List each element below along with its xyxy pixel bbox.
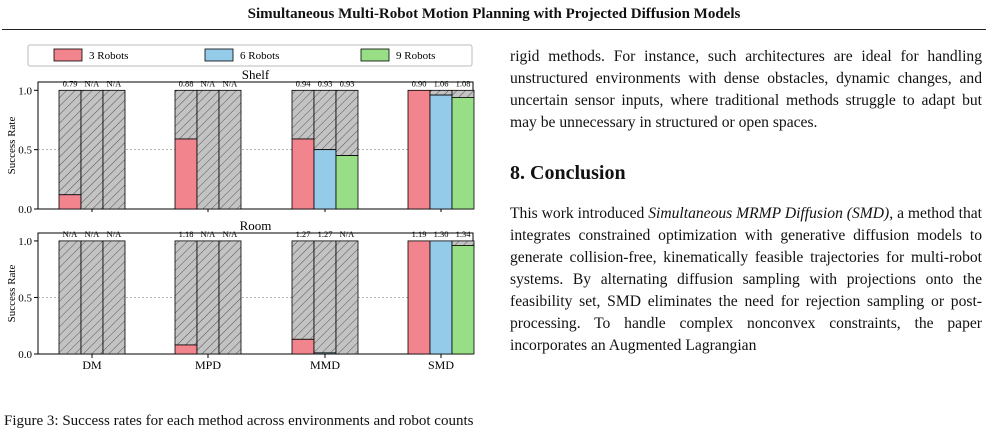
conclusion-rest: , a method that integrates constrained o… (510, 205, 982, 354)
bar-annotation: N/A (201, 78, 217, 88)
bar-remainder (58, 89, 82, 196)
bar-annotation: 1.27 (296, 229, 311, 239)
bar-remainder (218, 89, 242, 210)
bar-remainder (291, 89, 315, 140)
bar-annotation: 0.90 (412, 78, 427, 88)
paragraph-discussion: rigid methods. For instance, such archit… (510, 48, 982, 131)
bar-annotation: 0.93 (318, 78, 333, 88)
bar-annotation: 1.34 (456, 229, 472, 239)
bar-annotation: 1.19 (412, 229, 427, 239)
running-title: Simultaneous Multi-Robot Motion Planning… (247, 6, 741, 22)
bar-annotation: 1.27 (318, 229, 333, 239)
y-tick-label: 0.0 (18, 204, 32, 216)
bar (291, 138, 315, 210)
bar (174, 138, 198, 210)
header-rule (2, 29, 986, 30)
success-rate-chart: 3 Robots 6 Robots 9 Robots Shelf 0.0 0.5 1.0 Su… (6, 44, 475, 372)
bar-annotation: N/A (63, 229, 79, 239)
bar-remainder (174, 89, 198, 140)
bar (291, 338, 315, 355)
bar-remainder (102, 89, 126, 210)
bar-annotation: 0.88 (179, 78, 194, 88)
bar-remainder (80, 89, 104, 210)
y-tick-label: 1.0 (18, 85, 32, 97)
y-tick-label: 0.5 (18, 292, 32, 304)
bar-remainder (451, 240, 475, 246)
bar-annotation: N/A (223, 78, 239, 88)
section-heading: 8. Conclusion (510, 162, 626, 184)
bar-annotation: N/A (107, 78, 123, 88)
legend-swatch-3 (360, 48, 390, 62)
bar-annotation: N/A (223, 229, 239, 239)
paragraph-conclusion: This work introduced Simultaneous MRMP D… (510, 203, 982, 357)
x-tick-label: SMD (428, 358, 454, 372)
y-tick-label: 0.5 (18, 145, 32, 157)
bar-remainder (196, 89, 220, 210)
bar-remainder (313, 89, 337, 151)
bar-remainder (429, 89, 453, 96)
bar (58, 194, 82, 210)
bar (313, 352, 337, 355)
bar (335, 155, 359, 210)
x-tick-label: MMD (310, 358, 340, 372)
bar-annotation: N/A (85, 229, 101, 239)
bar-annotation: 1.06 (434, 78, 449, 88)
figure-success-rate: 3 Robots 6 Robots 9 Robots Shelf 0.0 0.5 1.0 Su… (0, 38, 480, 415)
legend-swatch-2 (204, 48, 234, 62)
legend-label-2: 6 Robots (240, 50, 279, 62)
bar-annotation: 0.94 (296, 78, 312, 88)
y-tick-label: 1.0 (18, 236, 32, 248)
bar-remainder (196, 240, 220, 355)
bar-annotation: N/A (201, 229, 217, 239)
method-name: Simultaneous MRMP Diffusion (SMD) (648, 205, 890, 222)
bar (174, 344, 198, 355)
bar-remainder (80, 240, 104, 355)
conclusion-lead: This work introduced (510, 205, 649, 222)
bar (429, 94, 453, 210)
bar (451, 245, 475, 355)
bar-remainder (102, 240, 126, 355)
bar (429, 240, 453, 355)
bar-remainder (58, 240, 82, 355)
bar-remainder (218, 240, 242, 355)
legend-swatch-1 (53, 48, 83, 62)
bar-remainder (335, 240, 359, 355)
bar (407, 240, 431, 355)
bar-annotation: 0.93 (340, 78, 355, 88)
y-axis-label: Success Rate (6, 117, 18, 175)
bar-remainder (313, 240, 337, 354)
x-tick-label: DM (82, 358, 102, 372)
bar-annotation: N/A (107, 229, 123, 239)
bar-annotation: 1.18 (179, 229, 194, 239)
bar-annotation: 0.79 (63, 78, 78, 88)
bar-remainder (291, 240, 315, 340)
x-tick-label: MPD (195, 358, 221, 372)
bar (313, 149, 337, 210)
bar (407, 89, 431, 210)
y-tick-label: 0.0 (18, 349, 32, 361)
bar-annotation: 1.30 (434, 229, 449, 239)
y-axis-label: Success Rate (6, 265, 18, 323)
panel-title-2: Room (240, 218, 272, 233)
bar-annotation: N/A (85, 78, 101, 88)
bar-remainder (335, 89, 359, 156)
right-column: rigid methods. For instance, such archit… (510, 46, 982, 357)
panel-title-1: Shelf (242, 67, 270, 82)
figure-caption: Figure 3: Success rates for each method … (4, 413, 474, 429)
bar-remainder (451, 89, 475, 98)
legend-label-1: 3 Robots (89, 50, 128, 62)
legend-label-3: 9 Robots (396, 50, 435, 62)
bar (451, 97, 475, 210)
bar-remainder (174, 240, 198, 346)
bar-annotation: 1.08 (456, 78, 471, 88)
bar-annotation: N/A (340, 229, 356, 239)
